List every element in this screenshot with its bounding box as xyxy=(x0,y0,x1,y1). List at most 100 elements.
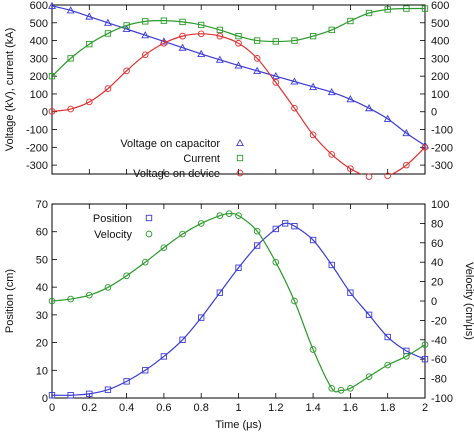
chart-2-point-velocity xyxy=(123,272,130,280)
chart-2-point-position xyxy=(328,261,335,269)
chart-1-point-voltage-on-capacitor xyxy=(48,1,56,9)
chart-1-point-current xyxy=(198,21,205,29)
chart-1-point-voltage-on-capacitor xyxy=(215,55,224,63)
chart-1-point-voltage-on-device xyxy=(235,39,242,47)
chart-2-x-tick-label: 1.2 xyxy=(268,402,283,414)
chart-1-point-voltage-on-device xyxy=(384,172,392,180)
chart-1-point-voltage-on-capacitor xyxy=(253,66,262,74)
chart-1-point-voltage-on-capacitor xyxy=(365,104,374,112)
chart-1-line-voltage-on-device xyxy=(52,33,425,174)
chart-2-y-tick-label: 70 xyxy=(36,199,48,211)
chart-1-point-current xyxy=(216,26,224,34)
chart-2-series-velocity xyxy=(52,212,425,393)
chart-1-y-tick-label: 600 xyxy=(30,0,48,12)
chart-1-point-voltage-on-capacitor xyxy=(103,18,112,26)
chart-2-point-position xyxy=(235,264,242,271)
chart-2-point-velocity xyxy=(85,291,93,299)
chart-1-point-current xyxy=(309,32,317,40)
chart-1-series-voltage-on-device xyxy=(52,33,425,174)
chart-1-point-voltage-on-capacitor xyxy=(327,88,336,96)
chart-2-y-tick-label: 20 xyxy=(36,338,48,350)
chart-1-point-current xyxy=(403,5,410,12)
chart-1-point-voltage-on-device xyxy=(328,151,336,158)
chart-1-point-voltage-on-capacitor xyxy=(346,95,355,103)
chart-1-y-tick-label: 400 xyxy=(30,36,48,48)
chart-1-point-current xyxy=(328,26,335,34)
chart-2-point-velocity xyxy=(403,352,410,360)
chart-1-y-right-tick-label: 500 xyxy=(431,18,449,30)
chart-2-point-velocity xyxy=(235,212,242,219)
chart-2-point-velocity xyxy=(160,244,168,251)
chart-2-point-position xyxy=(309,236,317,244)
chart-1-point-voltage-on-device xyxy=(197,30,205,38)
chart-1-point-voltage-on-device xyxy=(48,108,56,115)
chart-2-line-position xyxy=(52,222,425,396)
chart-1-y-right-tick-label: -200 xyxy=(431,142,453,154)
chart-2-point-position xyxy=(104,386,112,393)
chart-1-point-voltage-on-device xyxy=(67,105,74,113)
chart-2-y-tick-label: 60 xyxy=(36,227,48,239)
chart-1-y-tick-label: -300 xyxy=(26,160,48,172)
chart-1-point-voltage-on-capacitor xyxy=(197,49,206,57)
chart-2-x-tick-label: 1.8 xyxy=(380,402,395,414)
chart-2-x-axis-title: Time (μs) xyxy=(215,419,261,431)
chart-1-point-voltage-on-capacitor xyxy=(85,12,94,20)
chart-2-x-tick-label: 0.6 xyxy=(156,402,171,414)
chart-1-point-current xyxy=(347,17,354,25)
chart-1-point-current xyxy=(123,22,130,29)
chart-2-x-tick-label: 0.2 xyxy=(82,402,97,414)
chart-1-point-voltage-on-device xyxy=(253,55,261,62)
chart-2-point-position xyxy=(179,336,186,343)
chart-2-point-velocity xyxy=(225,210,233,218)
chart-1-point-current xyxy=(160,17,168,24)
chart-2-y-tick-label: 0 xyxy=(42,393,48,405)
chart-1-point-voltage-on-capacitor xyxy=(383,114,392,122)
chart-2-point-velocity xyxy=(328,384,336,392)
chart-1-point-voltage-on-device xyxy=(403,161,410,169)
chart-2-y-right-tick-label: -60 xyxy=(431,354,447,366)
chart-1-point-voltage-on-capacitor xyxy=(66,6,75,14)
chart-1-line-voltage-on-capacitor xyxy=(52,5,425,147)
chart-1-point-voltage-on-device xyxy=(216,32,224,40)
chart-1-point-current xyxy=(235,32,242,40)
chart-2-point-position xyxy=(421,356,429,363)
chart-2-point-velocity xyxy=(48,297,56,305)
chart-2-y-right-tick-label: 80 xyxy=(431,218,443,230)
chart-2-y-right-tick-label: 60 xyxy=(431,238,443,250)
chart-2-y-axis-title: Position (cm) xyxy=(4,269,16,333)
chart-1-y-right-tick-label: 600 xyxy=(431,0,449,12)
chart-1-y-right-tick-label: -300 xyxy=(431,160,453,172)
chart-1-point-voltage-on-device xyxy=(272,79,280,86)
chart-2-point-position xyxy=(253,242,261,249)
chart-1-point-voltage-on-device xyxy=(291,104,298,112)
chart-1-point-current xyxy=(384,6,391,13)
chart-2-point-velocity xyxy=(141,258,149,266)
chart-2-point-position xyxy=(160,353,168,360)
chart-2-legend-label-position: Position xyxy=(93,213,132,225)
chart-2-point-velocity xyxy=(309,346,317,353)
chart-2-y-tick-label: 10 xyxy=(36,365,48,377)
chart-1-legend-label-current: Current xyxy=(183,153,220,165)
chart-1-series-current xyxy=(52,7,425,77)
chart-2-point-position xyxy=(142,367,149,374)
chart-2-point-velocity xyxy=(384,361,392,369)
chart-1-point-current xyxy=(179,18,186,26)
chart-2-point-position xyxy=(281,220,289,227)
chart-2-point-velocity xyxy=(347,384,354,392)
chart-1-point-current xyxy=(272,38,279,45)
chart-2-x-tick-label: 2 xyxy=(422,402,428,414)
chart-2-y-right-tick-label: 0 xyxy=(431,296,437,308)
chart-2-x-tick-label: 0 xyxy=(49,402,55,414)
chart-2-x-tick-label: 1.4 xyxy=(305,402,320,414)
chart-1-legend-marker-current xyxy=(236,154,244,162)
chart-1-y-tick-label: -100 xyxy=(26,125,48,137)
chart-2-point-velocity xyxy=(337,386,345,394)
chart-1-point-current xyxy=(104,30,112,37)
chart-1-point-voltage-on-capacitor xyxy=(402,128,411,137)
chart-1-y-tick-label: 0 xyxy=(42,107,48,119)
chart-2-x-tick-label: 0.4 xyxy=(119,402,134,414)
chart-2-y-tick-label: 30 xyxy=(36,310,48,322)
chart-1-point-current xyxy=(253,37,261,44)
chart-1-point-current xyxy=(48,72,56,80)
